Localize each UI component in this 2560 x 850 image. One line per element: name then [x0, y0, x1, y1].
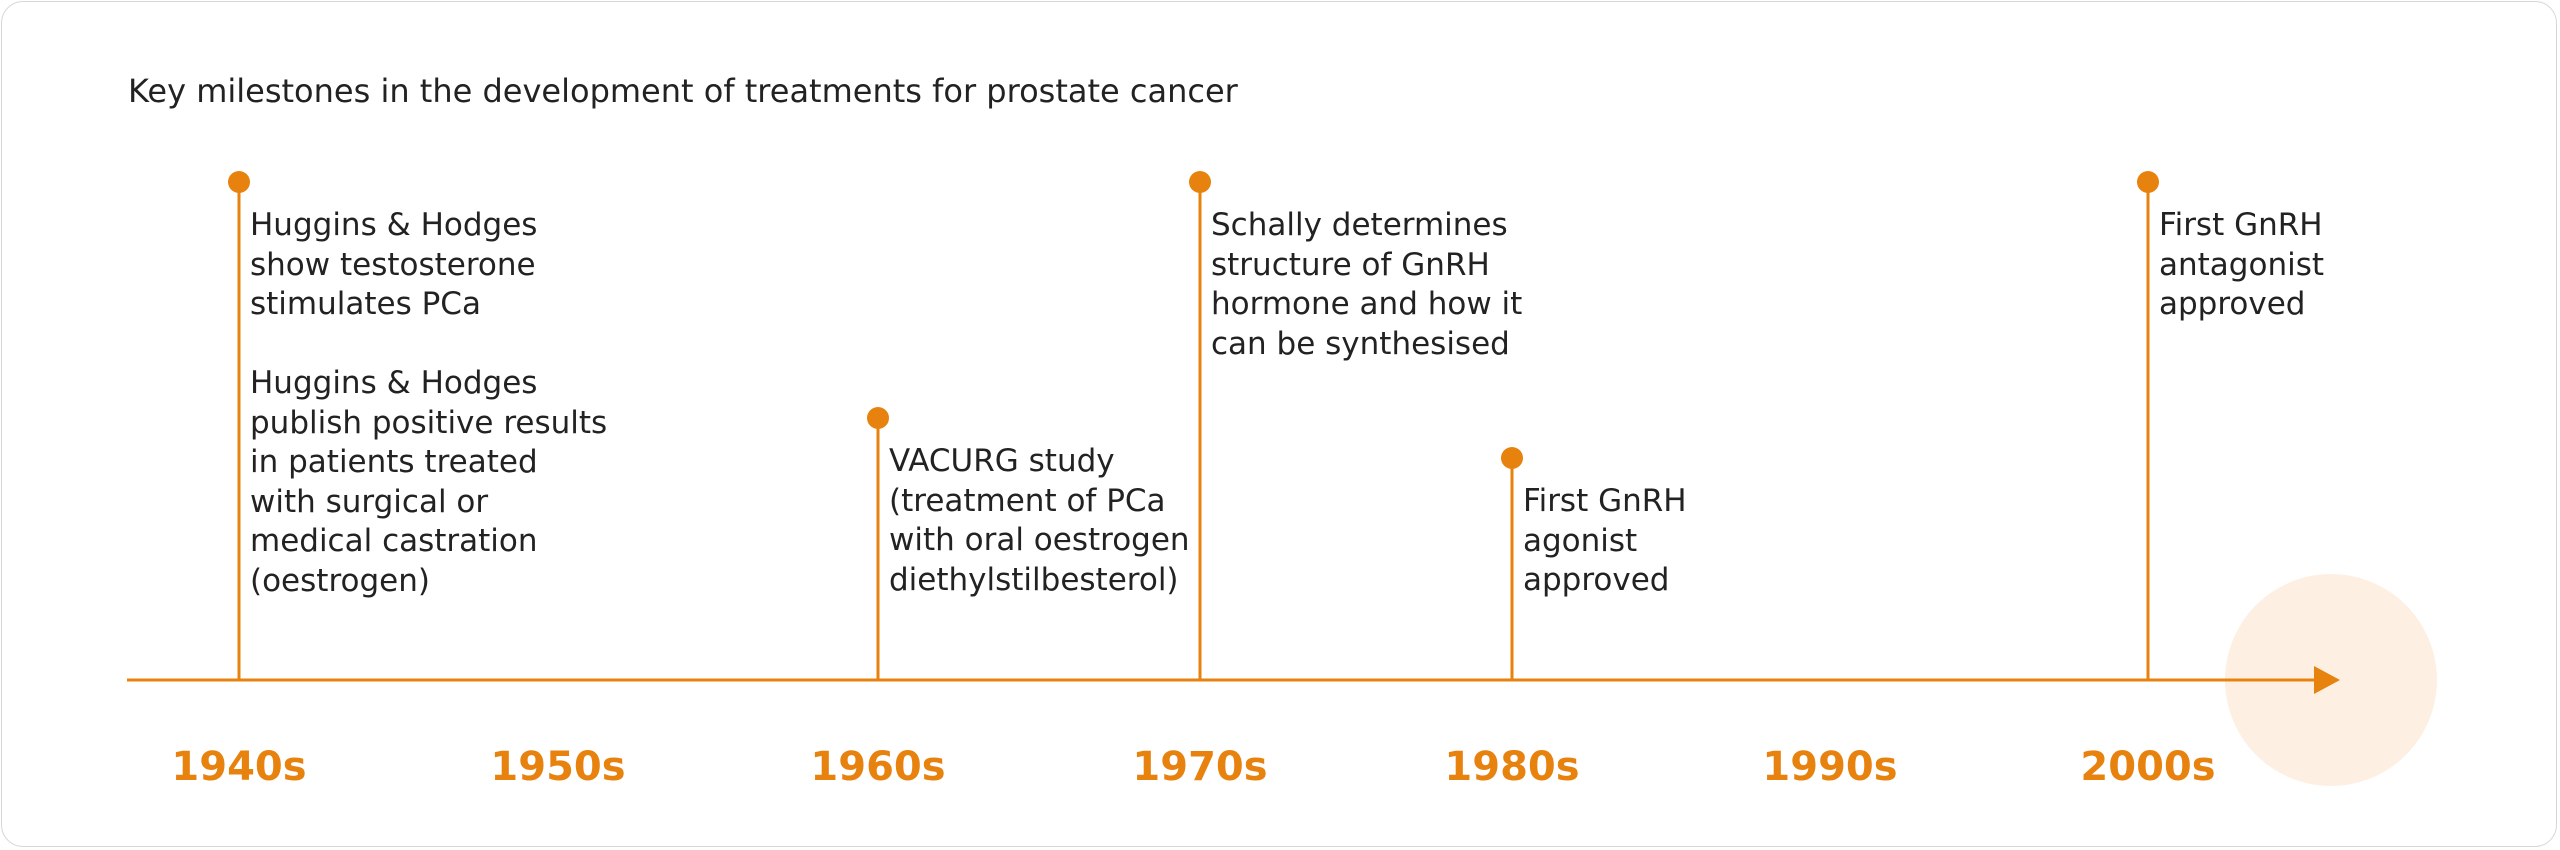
milestone-text: (treatment of PCa: [889, 482, 1166, 519]
milestone-text: diethylstilbesterol): [889, 561, 1179, 598]
milestone-dot: [867, 407, 889, 429]
milestone-text: First GnRH: [2159, 207, 2323, 243]
milestone-text: antagonist: [2159, 246, 2325, 283]
decade-label: 1960s: [810, 744, 946, 790]
milestone-text: with surgical or: [250, 483, 489, 520]
milestone-text: Huggins & Hodges: [250, 365, 538, 401]
milestone-dot: [228, 171, 250, 193]
milestone-text: Huggins & Hodges: [250, 207, 538, 243]
decade-label: 1970s: [1132, 744, 1268, 790]
milestone-dot: [1501, 447, 1523, 469]
milestone-text: approved: [1523, 562, 1670, 598]
decade-label: 1990s: [1762, 744, 1898, 790]
milestone-text: VACURG study: [889, 443, 1115, 479]
milestone-text: publish positive results: [250, 404, 608, 441]
milestone-text: can be synthesised: [1211, 325, 1510, 362]
decade-label: 1980s: [1444, 744, 1580, 790]
milestone-text: in patients treated: [250, 444, 538, 480]
milestone-text: structure of GnRH: [1211, 246, 1490, 283]
milestone-text: stimulates PCa: [250, 286, 481, 322]
milestone-text: show testosterone: [250, 246, 536, 283]
milestone-dot: [1189, 171, 1211, 193]
milestone-text: agonist: [1523, 522, 1638, 559]
milestone-text: Schally determines: [1211, 207, 1508, 243]
milestone-text: First GnRH: [1523, 483, 1687, 519]
milestone-text: (oestrogen): [250, 562, 430, 599]
milestone-text: hormone and how it: [1211, 286, 1523, 322]
decade-label: 2000s: [2080, 744, 2216, 790]
milestone-text: medical castration: [250, 523, 538, 559]
milestone-dot: [2137, 171, 2159, 193]
decade-label: 1950s: [490, 744, 626, 790]
axis-arrow: [2314, 666, 2340, 694]
milestone-text: approved: [2159, 286, 2306, 322]
title: Key milestones in the development of tre…: [128, 72, 1238, 110]
milestone-text: with oral oestrogen: [889, 522, 1190, 558]
decade-label: 1940s: [171, 744, 307, 790]
